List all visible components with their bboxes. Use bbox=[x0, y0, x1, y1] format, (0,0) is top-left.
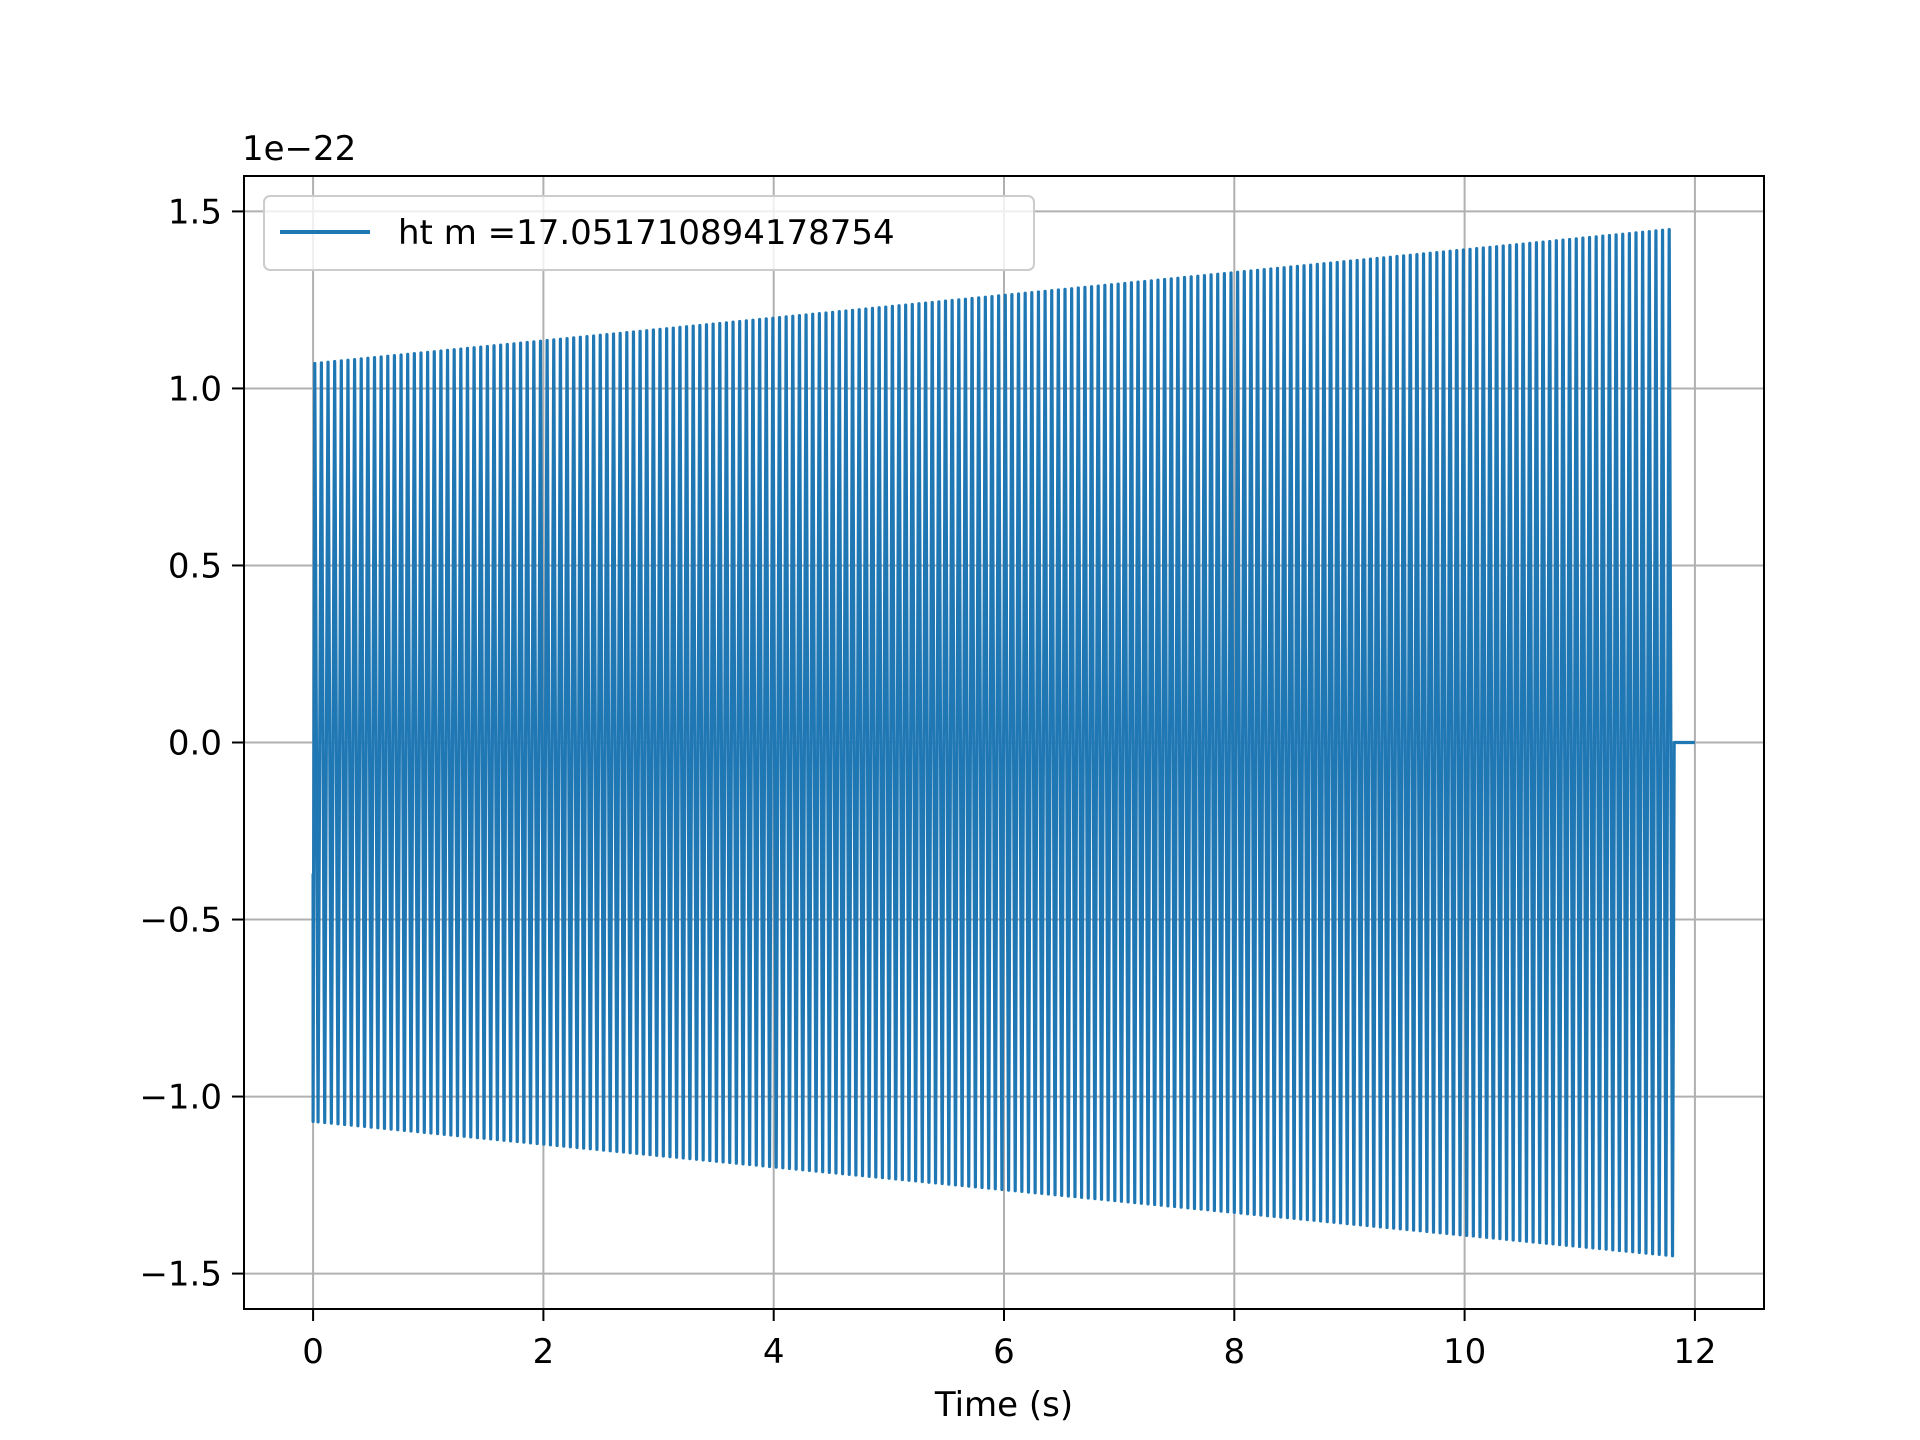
y-tick-label: −1.0 bbox=[139, 1078, 222, 1118]
y-offset-label: 1e−22 bbox=[242, 129, 356, 169]
y-tick-label: 1.5 bbox=[168, 192, 222, 232]
x-tick-label: 6 bbox=[993, 1332, 1015, 1372]
x-axis-label: Time (s) bbox=[934, 1385, 1073, 1425]
series-layer bbox=[311, 228, 1695, 1258]
x-tick-label: 8 bbox=[1223, 1332, 1245, 1372]
x-tick-label: 12 bbox=[1673, 1332, 1716, 1372]
x-axis: 0 2 4 6 8 10 12 bbox=[302, 1309, 1717, 1372]
x-tick-label: 10 bbox=[1443, 1332, 1486, 1372]
legend-box bbox=[263, 195, 1035, 271]
y-tick-label: 0.0 bbox=[168, 724, 222, 764]
y-tick-label: 0.5 bbox=[168, 546, 222, 586]
x-tick-label: 4 bbox=[763, 1332, 785, 1372]
y-tick-label: −1.5 bbox=[139, 1255, 222, 1295]
legend: ht m =17.051710894178754 bbox=[263, 195, 1035, 271]
x-tick-label: 0 bbox=[302, 1332, 324, 1372]
x-tick-label: 2 bbox=[533, 1332, 555, 1372]
y-tick-label: 1.0 bbox=[168, 369, 222, 409]
legend-label: ht m =17.051710894178754 bbox=[398, 213, 895, 253]
y-tick-label: −0.5 bbox=[139, 901, 222, 941]
series-line bbox=[311, 228, 1695, 1258]
y-axis: 1.5 1.0 0.5 0.0 −0.5 −1.0 −1.5 bbox=[139, 192, 244, 1295]
